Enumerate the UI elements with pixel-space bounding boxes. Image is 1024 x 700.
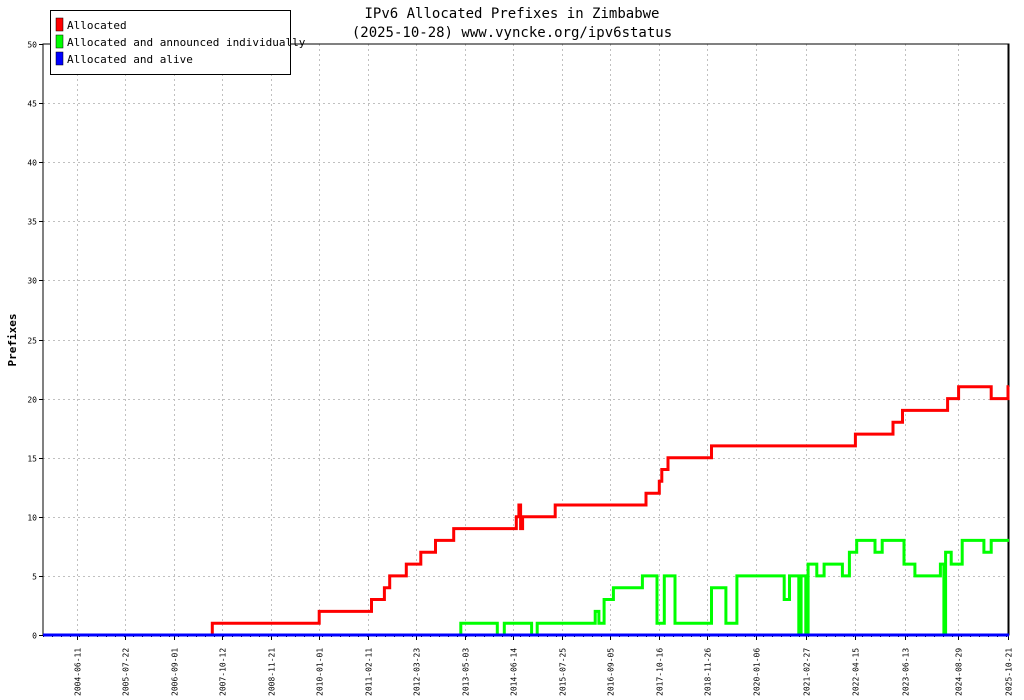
legend-swatch-2 [55, 51, 64, 66]
y-tick-label: 10 [27, 514, 37, 523]
y-axis-label: Prefixes [6, 314, 19, 367]
x-tick-label: 2022-04-15 [852, 648, 861, 696]
chart-title: IPv6 Allocated Prefixes in Zimbabwe [364, 6, 659, 22]
x-tick-label: 2010-01-01 [316, 648, 325, 696]
x-tick-label: 2011-02-11 [365, 648, 374, 696]
legend-label-1: Allocated and announced individually [67, 36, 306, 49]
series-line-0 [43, 385, 1010, 637]
legend-label-2: Allocated and alive [67, 53, 193, 66]
legend-label-0: Allocated [67, 19, 127, 32]
x-tick-label: 2021-02-27 [803, 648, 812, 696]
x-tick-label: 2020-01-06 [753, 648, 762, 696]
y-tick-label: 5 [32, 573, 37, 582]
x-tick-label: 2007-10-12 [219, 648, 228, 696]
x-tick-label: 2006-09-01 [171, 648, 180, 696]
x-tick-label: 2025-10-21 [1005, 648, 1014, 696]
x-tick-label: 2024-08-29 [955, 648, 964, 696]
y-tick-label: 25 [27, 337, 37, 346]
y-tick-label: 40 [27, 159, 37, 168]
y-tick-label: 20 [27, 396, 37, 405]
legend-swatch-0 [55, 17, 64, 32]
x-tick-label: 2018-11-26 [704, 648, 713, 696]
x-tick-label: 2008-11-21 [268, 648, 277, 696]
x-tick-label: 2016-09-05 [607, 648, 616, 696]
y-tick-label: 35 [27, 218, 37, 227]
y-tick-label: 15 [27, 455, 37, 464]
x-tick-label: 2005-07-22 [122, 648, 131, 696]
y-tick-label: 45 [27, 100, 37, 109]
series-group [43, 385, 1010, 637]
x-tick-label: 2013-05-03 [462, 648, 471, 696]
legend: Allocated Allocated and announced individ… [50, 10, 306, 75]
chart-subtitle: (2025-10-28) www.vyncke.org/ipv6status [352, 25, 672, 41]
x-tick-label: 2023-06-13 [902, 648, 911, 696]
x-tick-label: 2017-10-16 [656, 648, 665, 696]
x-tick-label: 2014-06-14 [510, 648, 519, 696]
x-tick-label: 2015-07-25 [559, 648, 568, 696]
y-tick-label: 50 [27, 41, 37, 50]
legend-swatch-1 [55, 34, 64, 49]
x-tick-label: 2012-03-23 [413, 648, 422, 696]
y-tick-label: 30 [27, 277, 37, 286]
x-tick-label: 2004-06-11 [74, 648, 83, 696]
legend-box [50, 10, 291, 75]
y-tick-label: 0 [32, 632, 37, 641]
